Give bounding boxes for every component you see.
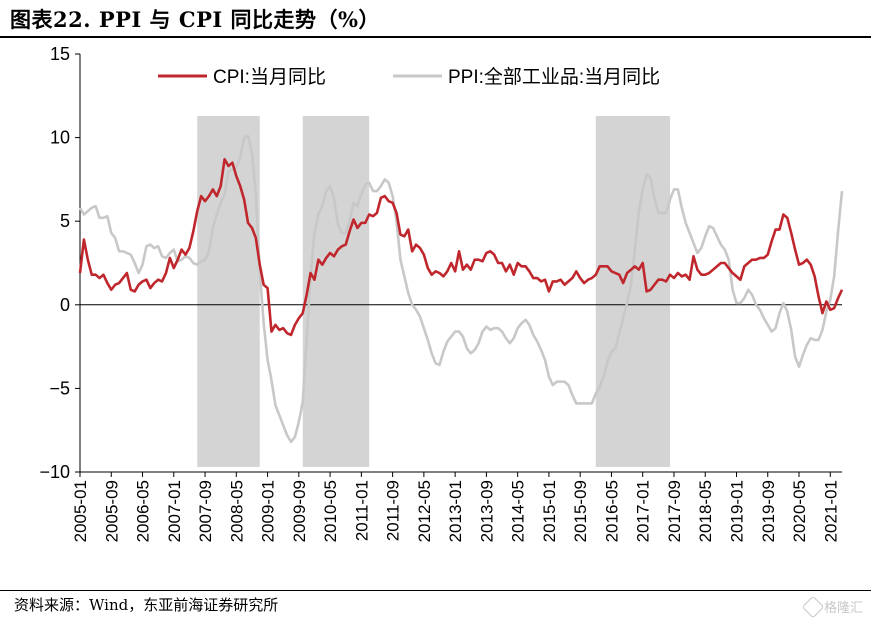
- x-tick-label: 2020-05: [790, 480, 809, 542]
- watermark: 格隆汇: [801, 595, 863, 618]
- x-tick-label: 2006-05: [134, 480, 153, 542]
- watermark-logo-icon: [801, 595, 825, 618]
- x-tick-label: 2009-01: [259, 480, 278, 542]
- x-tick-label: 2011-09: [384, 480, 403, 541]
- x-tick-label: 2011-01: [352, 480, 371, 541]
- x-tick-label: 2015-01: [540, 480, 559, 542]
- x-tick-label: 2013-09: [477, 480, 496, 542]
- x-tick-label: 2015-09: [571, 480, 590, 542]
- x-tick-label: 2021-01: [821, 480, 840, 542]
- x-tick-label: 2017-01: [634, 480, 653, 542]
- legend-ppi-label: PPI:全部工业品:当月同比: [448, 66, 660, 88]
- shaded-period-1: [197, 116, 260, 467]
- shaded-period-3: [595, 116, 671, 467]
- cpi-series-line: [78, 158, 844, 337]
- x-tick-label: 2013-01: [446, 480, 465, 542]
- x-tick-label: 2005-09: [102, 480, 121, 542]
- y-tick-label: −5: [49, 378, 70, 398]
- source-note: 资料来源：Wind，东亚前海证券研究所: [14, 596, 279, 614]
- x-tick-label: 2017-09: [665, 480, 684, 542]
- y-tick-label: 0: [60, 295, 70, 315]
- x-tick-label: 2007-01: [165, 480, 184, 542]
- y-tick-label: −10: [39, 462, 70, 482]
- y-tick-label: 5: [60, 211, 70, 231]
- y-tick-label: 15: [50, 44, 70, 64]
- x-tick-label: 2009-09: [290, 480, 309, 542]
- legend-cpi-label: CPI:当月同比: [213, 66, 326, 88]
- x-tick-label: 2008-05: [227, 480, 246, 542]
- shaded-period-2: [302, 116, 370, 467]
- x-tick-label: 2005-01: [71, 480, 90, 542]
- chart: −10 −5 0 5 10 15 2005-01 2005-09 2006-05 2007-01 2…: [39, 44, 844, 542]
- x-tick-label: 2010-05: [321, 480, 340, 542]
- x-tick-label: 2019-09: [759, 480, 778, 542]
- ppi-series-line: [78, 134, 844, 444]
- x-tick-label: 2007-09: [196, 480, 215, 542]
- x-tick-label: 2018-05: [696, 480, 715, 542]
- x-tick-label: 2012-05: [415, 480, 434, 542]
- x-tick-label: 2014-05: [509, 480, 528, 542]
- watermark-text: 格隆汇: [823, 601, 863, 616]
- chart-title: 图表22. PPI 与 CPI 同比走势（%）: [10, 7, 380, 32]
- x-tick-label: 2016-05: [602, 480, 621, 542]
- y-tick-label: 10: [50, 128, 70, 148]
- x-tick-label: 2019-01: [727, 480, 746, 542]
- title-rule: [0, 36, 871, 38]
- footer-rule: [0, 590, 871, 591]
